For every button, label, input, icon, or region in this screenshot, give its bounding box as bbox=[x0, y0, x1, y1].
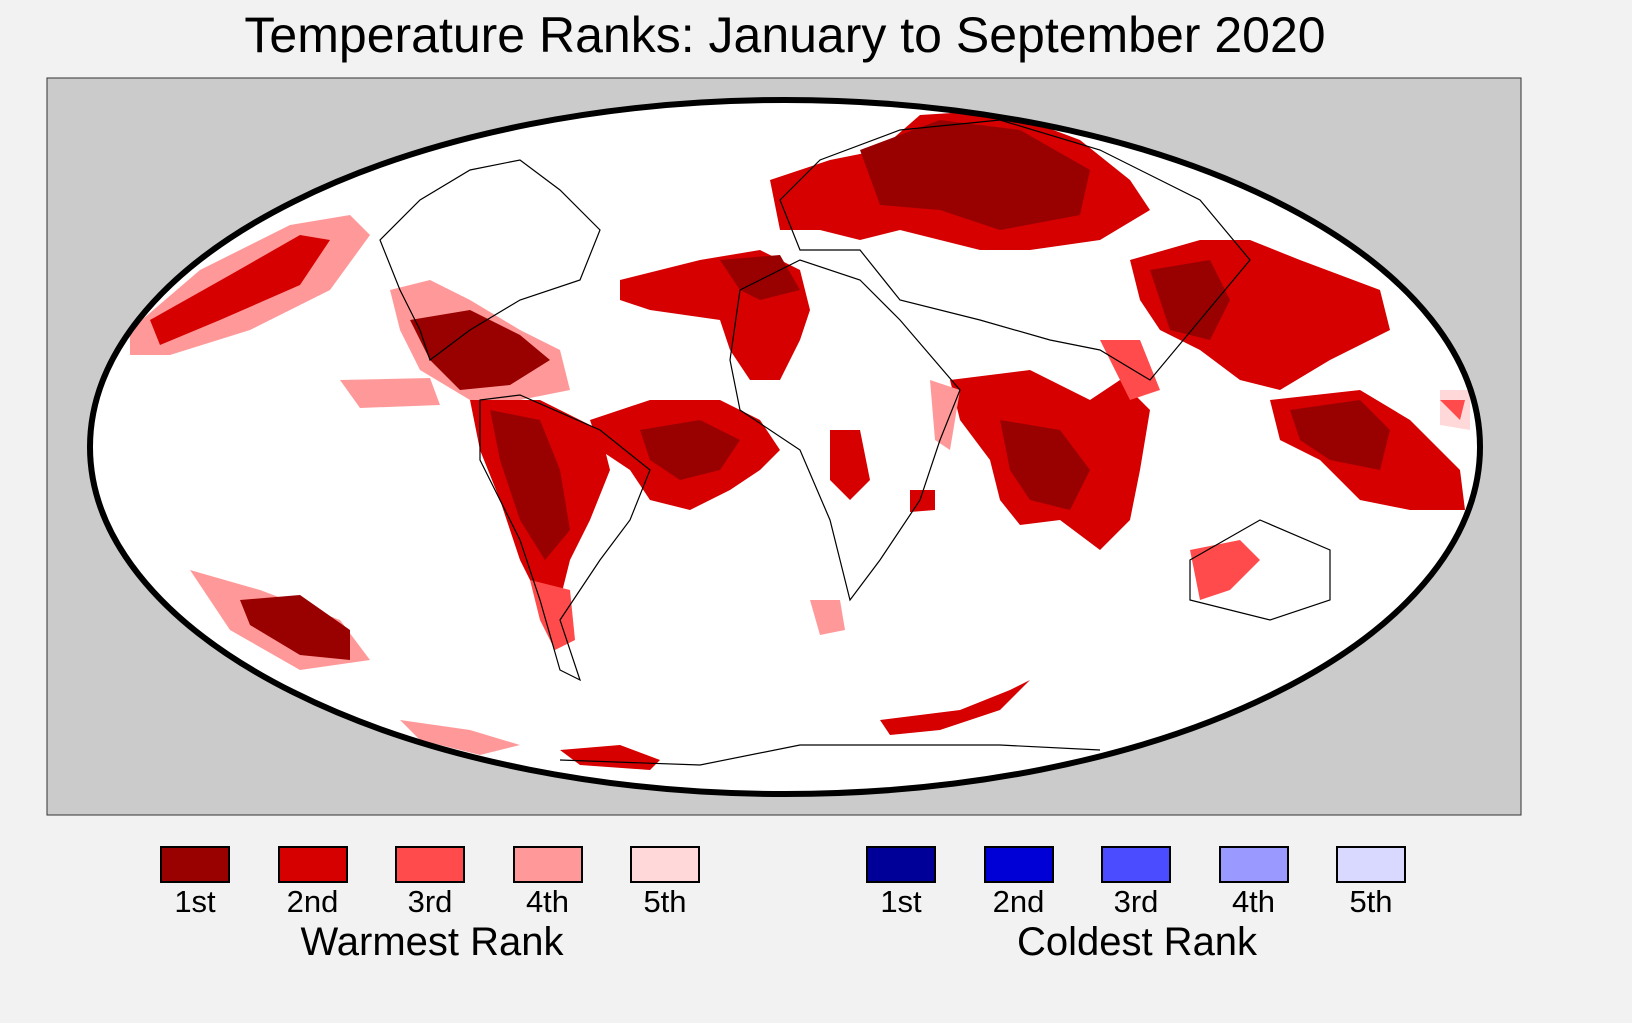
coastline bbox=[729, 259, 961, 602]
legend-label: 4th bbox=[1231, 884, 1276, 919]
rank-region-1 bbox=[490, 410, 570, 560]
coastline bbox=[379, 159, 601, 361]
rank-region-3 bbox=[1100, 340, 1160, 400]
rank-regions bbox=[130, 110, 1470, 770]
rank-region-1 bbox=[1290, 400, 1390, 470]
legend-swatch-warmest-3rd bbox=[395, 846, 465, 883]
globe bbox=[90, 100, 1480, 794]
rank-region-2 bbox=[150, 235, 330, 345]
map-title: Temperature Ranks: January to September … bbox=[244, 7, 1326, 63]
rank-region-1 bbox=[860, 120, 1090, 230]
legend-title-warmest: Warmest Rank bbox=[300, 920, 564, 964]
legend-swatch-coldest-2nd bbox=[983, 846, 1054, 883]
legend-swatch-coldest-4th bbox=[1218, 846, 1289, 883]
rank-region-3 bbox=[1190, 540, 1260, 600]
coastlines bbox=[379, 119, 1331, 766]
globe-outline bbox=[87, 97, 1483, 797]
coastline bbox=[479, 394, 651, 682]
rank-region-4 bbox=[400, 720, 520, 755]
legend-swatch-warmest-2nd bbox=[277, 846, 348, 883]
rank-region-1 bbox=[1150, 260, 1230, 340]
rank-region-4 bbox=[810, 600, 845, 635]
legend-label: 5th bbox=[1349, 884, 1393, 919]
legend-label: 3rd bbox=[1113, 884, 1159, 919]
legend-swatch-warmest-1st bbox=[160, 846, 230, 883]
legend-swatch-coldest-1st bbox=[866, 846, 936, 883]
rank-region-1 bbox=[720, 255, 800, 300]
legend-label: 2nd bbox=[286, 884, 339, 919]
rank-region-1 bbox=[240, 595, 350, 660]
coastline bbox=[559, 744, 1101, 766]
coastline bbox=[779, 119, 1251, 381]
rank-region-2 bbox=[560, 745, 660, 770]
legend-swatch-coldest-5th bbox=[1336, 846, 1406, 883]
rank-region-2 bbox=[880, 680, 1030, 735]
rank-region-3 bbox=[1440, 400, 1465, 420]
rank-region-1 bbox=[410, 310, 550, 390]
legend-label: 4th bbox=[525, 884, 570, 919]
rank-region-4 bbox=[930, 380, 960, 450]
legend-title-coldest: Coldest Rank bbox=[1016, 920, 1258, 964]
rank-region-1 bbox=[640, 420, 740, 480]
legend-label: 1st bbox=[174, 884, 216, 919]
rank-region-1 bbox=[1000, 420, 1090, 510]
rank-region-4 bbox=[340, 378, 440, 408]
legend-label: 3rd bbox=[407, 884, 453, 919]
legend-swatch-warmest-4th bbox=[512, 846, 583, 883]
legend-label: 2nd bbox=[992, 884, 1045, 919]
rank-region-2 bbox=[830, 430, 870, 500]
coastline bbox=[1189, 519, 1331, 621]
legend-label: 1st bbox=[880, 884, 922, 919]
legend-swatch-coldest-3rd bbox=[1101, 846, 1171, 883]
legend-swatch-warmest-5th bbox=[630, 846, 700, 883]
legend-label: 5th bbox=[643, 884, 687, 919]
